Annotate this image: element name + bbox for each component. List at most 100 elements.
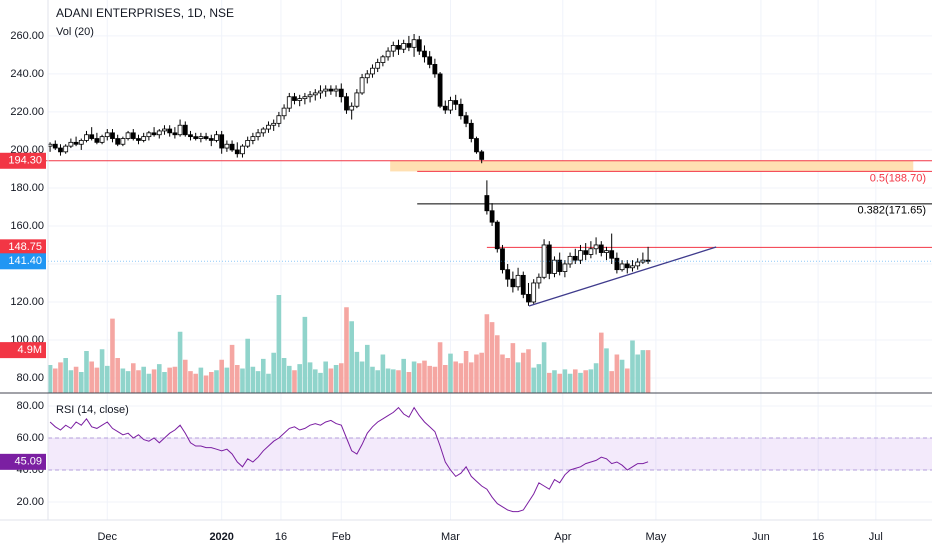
candle-body (552, 259, 557, 274)
candle-body (494, 221, 500, 250)
candle-body (385, 50, 391, 58)
candle-body (619, 263, 625, 271)
candle-body (411, 39, 417, 48)
last-price-label: 141.40 (8, 255, 42, 267)
volume-bar (162, 372, 167, 393)
volume-bar (286, 365, 292, 393)
candle-body (531, 282, 537, 303)
volume-bar (198, 367, 204, 393)
volume-bar (250, 366, 256, 393)
candle-body (115, 138, 121, 145)
volume-bar (188, 371, 193, 393)
volume-bar (84, 351, 89, 393)
volume-bar (567, 373, 573, 393)
candle-body (172, 132, 178, 136)
fib-label: 0.5(188.70) (870, 172, 926, 184)
y-tick-label: 120.00 (10, 296, 44, 308)
candle-body (307, 94, 313, 98)
volume-bar (484, 314, 490, 393)
volume-bar (302, 316, 308, 393)
candle-body (297, 98, 303, 101)
candle-body (432, 64, 438, 75)
volume-bar (333, 365, 339, 393)
volume-bar (614, 354, 620, 393)
candle-body (68, 141, 74, 147)
volume-bar (312, 369, 318, 393)
candle-body (141, 136, 147, 141)
candle-body (47, 143, 53, 147)
volume-bar (110, 318, 115, 393)
price-badge (0, 152, 46, 169)
candle-body (593, 244, 599, 250)
candle-body (546, 244, 552, 274)
volume-bar (354, 351, 360, 393)
candle-body (167, 128, 173, 134)
candle-body (344, 96, 349, 111)
candle-body (479, 151, 485, 160)
volume-bar (364, 344, 370, 393)
candle-body (99, 136, 105, 143)
candle-body (286, 96, 292, 109)
candle-body (203, 136, 209, 139)
rsi-tick-label: 20.00 (16, 496, 44, 508)
volume-badge (0, 342, 46, 359)
price-badge-label: 148.75 (8, 241, 42, 253)
volume-bar (68, 370, 74, 393)
candle-body (520, 274, 526, 295)
volume-bar (583, 370, 588, 393)
candle-body (630, 265, 635, 269)
volume-bar (562, 369, 568, 393)
candle-body (255, 132, 261, 138)
volume-bar (52, 368, 58, 393)
candle-body (536, 276, 542, 284)
x-tick-label: Apr (554, 531, 571, 543)
candle-body (234, 149, 240, 155)
volume-bar (318, 372, 323, 393)
candle-body (463, 115, 469, 124)
candle-body (515, 274, 521, 288)
volume-bar (406, 372, 412, 393)
chart-title: ADANI ENTERPRISES, 1D, NSE (56, 6, 234, 20)
volume-bar (229, 344, 235, 393)
candle-body (338, 88, 344, 98)
volume-bar (307, 362, 313, 393)
candle-body (396, 45, 401, 50)
candle-body (588, 248, 594, 255)
volume-bar (474, 354, 479, 393)
volume-bar (401, 358, 406, 393)
volume-bar (94, 367, 100, 393)
volume-bar (167, 367, 172, 393)
volume-bar (640, 350, 646, 393)
volume-bar (375, 370, 380, 393)
volume-bar (546, 372, 552, 393)
candle-body (318, 90, 323, 94)
y-tick-label: 80.00 (16, 372, 44, 384)
volume-bar (136, 370, 141, 393)
candle-body (437, 73, 443, 107)
candle-body (572, 255, 578, 261)
volume-bar (151, 369, 157, 393)
last-price-badge (0, 253, 46, 270)
candle-body (406, 43, 412, 48)
volume-bar (479, 352, 484, 393)
candle-body (484, 195, 490, 212)
volume-bar (578, 372, 583, 393)
candle-body (281, 107, 287, 117)
candle-body (583, 250, 589, 255)
candle-body (177, 124, 183, 136)
candle-body (276, 115, 282, 124)
volume-bar (463, 351, 469, 393)
volume-bar (510, 343, 516, 393)
volume-bar (328, 368, 334, 393)
volume-bar (359, 361, 365, 393)
volume-bar (624, 368, 630, 393)
volume-bar (489, 322, 495, 393)
candle-body (510, 278, 516, 288)
candle-body (52, 143, 58, 149)
volume-bar (203, 375, 209, 393)
volume-bar (593, 363, 599, 393)
volume-label: Vol (20) (56, 26, 94, 38)
x-tick-label: Dec (97, 531, 117, 543)
candle-body (578, 250, 583, 261)
